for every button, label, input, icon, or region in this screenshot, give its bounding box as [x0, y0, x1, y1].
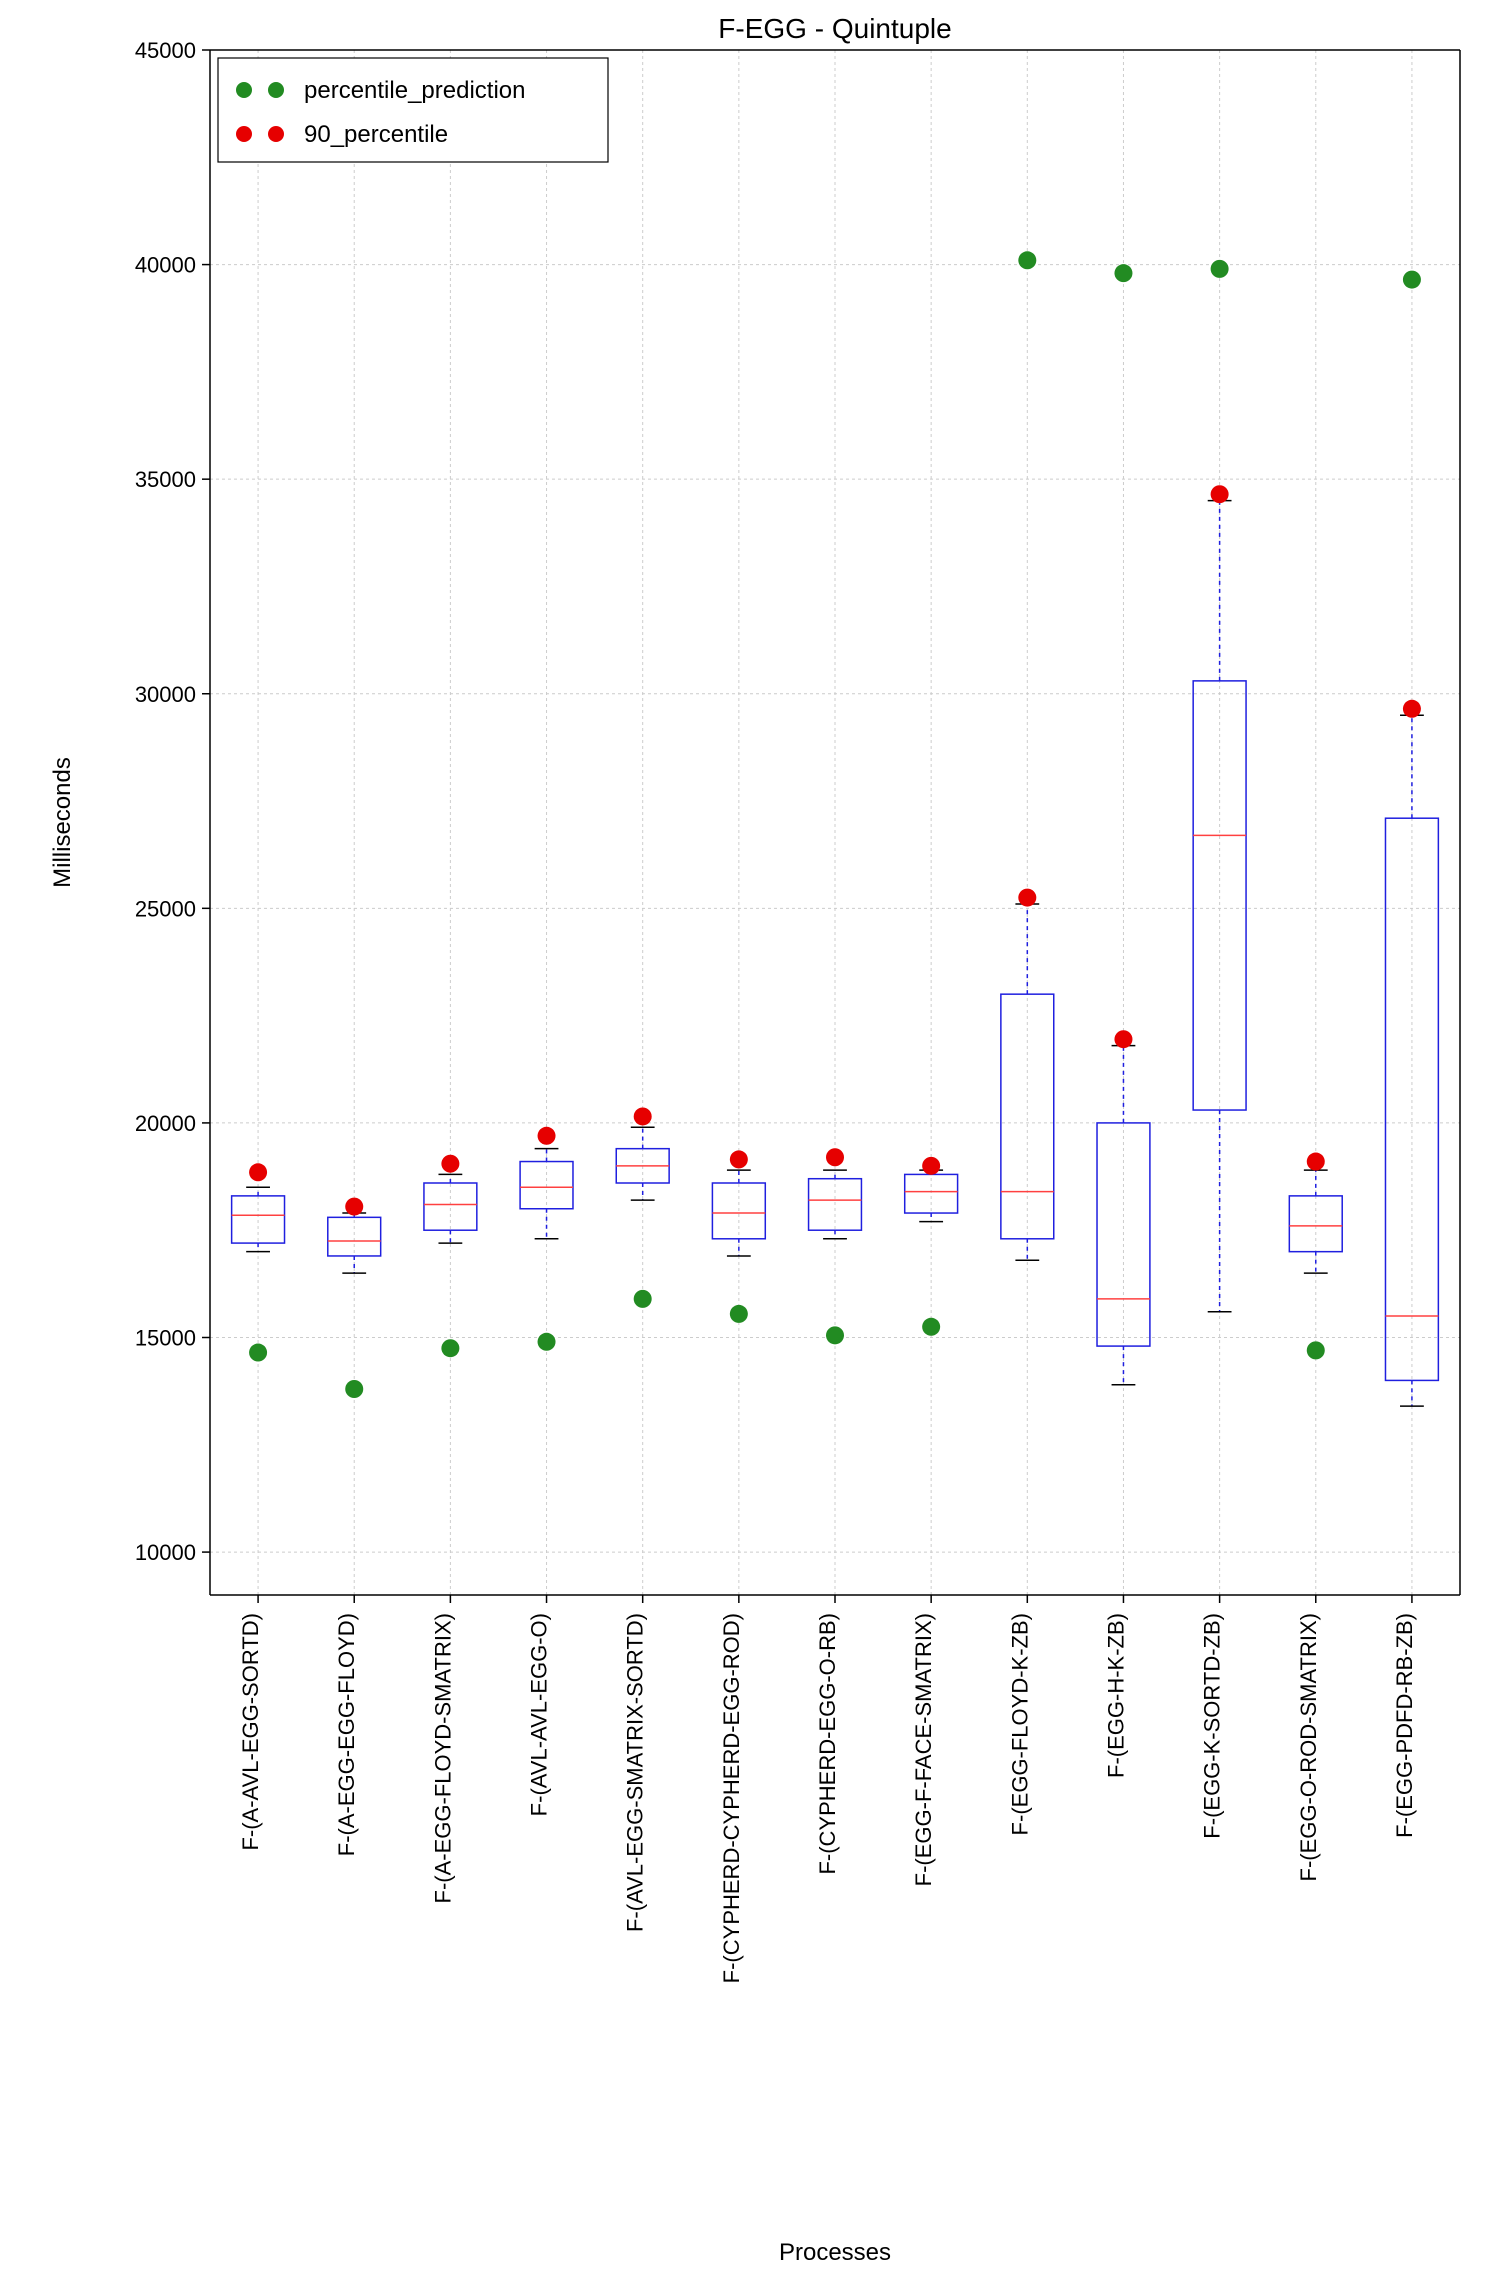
prediction-point — [345, 1380, 363, 1398]
x-tick-label: F-(A-EGG-FLOYD-SMATRIX) — [430, 1613, 455, 1903]
prediction-point — [1114, 264, 1132, 282]
prediction-point — [441, 1339, 459, 1357]
x-tick-label: F-(A-EGG-EGG-FLOYD) — [334, 1613, 359, 1856]
boxplot-chart: 10000 15000 20000 25000 30000 35000 40000 45000… — [0, 0, 1494, 2282]
legend-label: 90_percentile — [304, 121, 448, 148]
x-tick-label: F-(EGG-H-K-ZB) — [1103, 1613, 1128, 1778]
y-tick-label: 25000 — [135, 896, 196, 921]
legend-marker — [236, 126, 252, 142]
p90-point — [441, 1155, 459, 1173]
prediction-point — [1211, 260, 1229, 278]
prediction-point — [634, 1290, 652, 1308]
y-tick-label: 10000 — [135, 1540, 196, 1565]
x-tick-label: F-(EGG-O-ROD-SMATRIX) — [1296, 1613, 1321, 1881]
y-tick-label: 45000 — [135, 38, 196, 63]
y-tick-label: 40000 — [135, 253, 196, 278]
y-tick-label: 20000 — [135, 1111, 196, 1136]
p90-point — [1018, 889, 1036, 907]
x-tick-label: F-(EGG-PDFD-RB-ZB) — [1392, 1613, 1417, 1838]
y-tick-label: 15000 — [135, 1326, 196, 1351]
p90-point — [1403, 700, 1421, 718]
chart-container: 10000 15000 20000 25000 30000 35000 40000 45000… — [0, 0, 1494, 2282]
prediction-point — [538, 1333, 556, 1351]
p90-point — [634, 1107, 652, 1125]
p90-point — [345, 1198, 363, 1216]
legend-label: percentile_prediction — [304, 77, 525, 104]
x-tick-label: F-(AVL-EGG-SMATRIX-SORTD) — [623, 1613, 648, 1932]
x-tick-label: F-(CYPHERD-EGG-O-RB) — [815, 1613, 840, 1875]
p90-point — [1211, 485, 1229, 503]
prediction-point — [249, 1344, 267, 1362]
p90-point — [538, 1127, 556, 1145]
legend-marker — [236, 82, 252, 98]
y-tick-label: 35000 — [135, 467, 196, 492]
x-tick-label: F-(EGG-F-FACE-SMATRIX) — [911, 1613, 936, 1886]
x-tick-label: F-(AVL-AVL-EGG-O) — [527, 1613, 552, 1816]
legend-marker — [268, 82, 284, 98]
prediction-point — [1403, 271, 1421, 289]
p90-point — [1307, 1153, 1325, 1171]
x-tick-label: F-(CYPHERD-CYPHERD-EGG-ROD) — [719, 1613, 744, 1983]
prediction-point — [1307, 1341, 1325, 1359]
p90-point — [249, 1163, 267, 1181]
prediction-point — [730, 1305, 748, 1323]
y-tick-label: 30000 — [135, 682, 196, 707]
x-tick-label: F-(EGG-K-SORTD-ZB) — [1200, 1613, 1225, 1839]
prediction-point — [826, 1326, 844, 1344]
p90-point — [730, 1150, 748, 1168]
p90-point — [922, 1157, 940, 1175]
prediction-point — [922, 1318, 940, 1336]
p90-point — [1114, 1030, 1132, 1048]
legend-marker — [268, 126, 284, 142]
prediction-point — [1018, 251, 1036, 269]
x-tick-label: F-(EGG-FLOYD-K-ZB) — [1007, 1613, 1032, 1835]
x-axis-label: Processes — [779, 2239, 891, 2266]
chart-title: F-EGG - Quintuple — [718, 13, 951, 44]
y-axis-label: Milliseconds — [49, 757, 76, 888]
legend: percentile_prediction 90_percentile — [218, 58, 608, 162]
x-tick-label: F-(A-AVL-EGG-SORTD) — [238, 1613, 263, 1851]
p90-point — [826, 1148, 844, 1166]
